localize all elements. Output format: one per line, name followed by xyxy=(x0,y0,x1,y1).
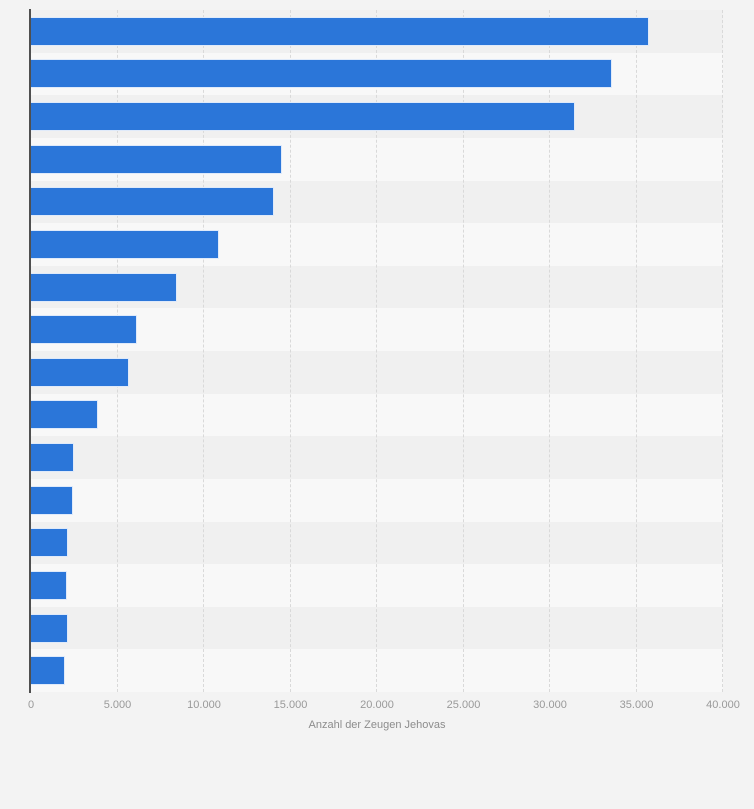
x-axis-tick-label: 40.000 xyxy=(706,699,740,711)
row-band xyxy=(31,521,723,565)
x-axis-tick-label: 5.000 xyxy=(103,699,132,711)
bar xyxy=(31,656,65,686)
row-band xyxy=(31,478,723,522)
row-band xyxy=(31,606,723,650)
bar xyxy=(31,613,69,643)
gridline xyxy=(549,10,550,692)
bar xyxy=(31,187,275,217)
x-axis-tick-label: 0 xyxy=(27,699,35,711)
row-band xyxy=(31,351,723,394)
x-axis-tick-labels: 0 5.000 10.000 15.000 20.000 25.000 30.000 35.0… xyxy=(27,698,740,712)
gridline xyxy=(722,10,723,692)
bar xyxy=(31,357,129,387)
row-band xyxy=(31,308,723,351)
x-axis-tick-label: 30.000 xyxy=(533,699,567,711)
gridline xyxy=(376,10,377,692)
gridline xyxy=(289,10,291,692)
bar xyxy=(31,16,649,46)
bar xyxy=(31,443,75,473)
x-axis-tick-label: 35.000 xyxy=(619,699,654,711)
bar xyxy=(31,144,282,174)
gridline xyxy=(462,10,464,692)
y-axis-line xyxy=(29,9,31,693)
bar xyxy=(31,400,98,430)
row-band xyxy=(31,393,723,437)
x-axis-tick-label: 10.000 xyxy=(187,699,221,711)
bar xyxy=(31,315,138,345)
x-axis-tick-label: 20.000 xyxy=(360,699,394,711)
gridline xyxy=(203,10,204,692)
bar xyxy=(31,528,69,558)
x-axis-tick-label: 25.000 xyxy=(446,699,481,711)
x-axis-tick-label: 15.000 xyxy=(273,699,308,711)
bar xyxy=(31,485,73,515)
bar xyxy=(31,59,613,89)
x-axis-title: Anzahl der Zeugen Jehovas xyxy=(308,719,446,731)
bar xyxy=(31,570,68,600)
row-band xyxy=(31,436,723,479)
row-band xyxy=(31,564,723,607)
bar xyxy=(31,102,576,132)
bar xyxy=(31,272,178,302)
gridline xyxy=(635,10,637,692)
row-band xyxy=(31,649,723,692)
gridline xyxy=(116,10,118,692)
plot-area xyxy=(29,9,723,693)
bar xyxy=(31,229,219,259)
